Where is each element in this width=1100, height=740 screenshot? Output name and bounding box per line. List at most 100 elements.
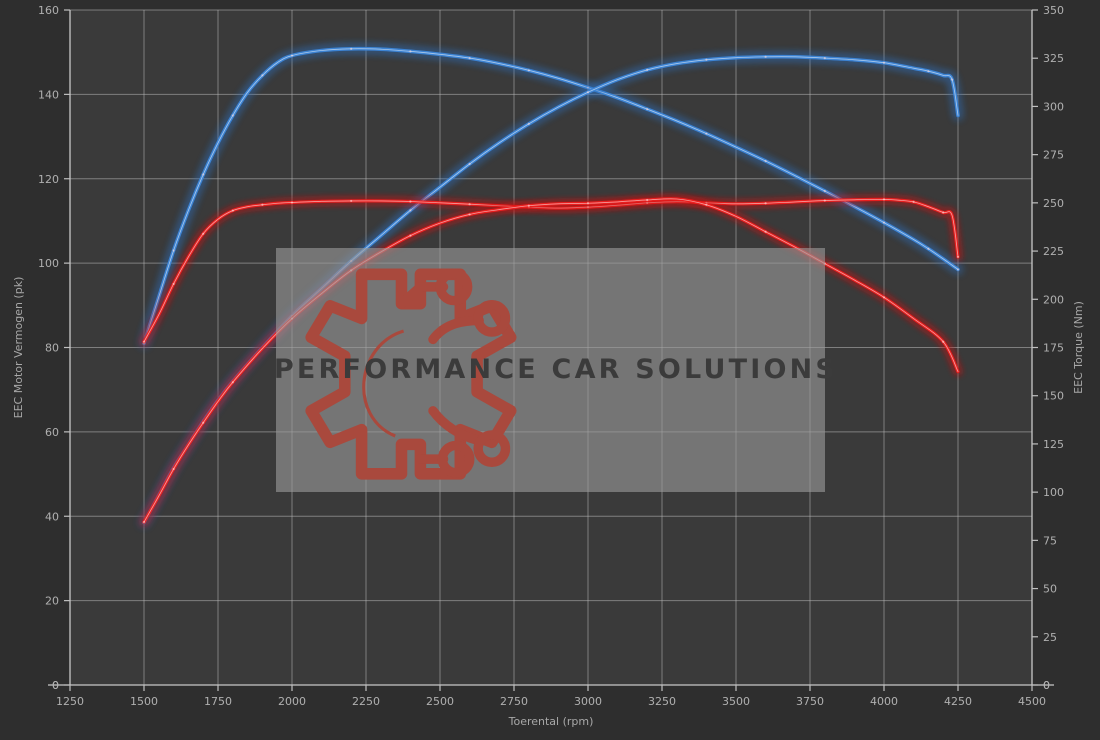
tick-labels: 0 20 40 60 80 100 120 140 160 0 25 50 75 100 125 150 175… bbox=[12, 4, 1085, 728]
data-point bbox=[202, 173, 205, 176]
trace-node-4 bbox=[437, 440, 475, 478]
trace-node-1 bbox=[435, 268, 473, 306]
data-point bbox=[764, 202, 767, 205]
tick-label-bottom: 2000 bbox=[278, 695, 306, 708]
data-point bbox=[823, 199, 826, 202]
data-point bbox=[764, 230, 767, 233]
trace-node-3 bbox=[473, 430, 511, 467]
data-point bbox=[231, 114, 234, 117]
trace-bot-a bbox=[428, 406, 482, 445]
data-point bbox=[912, 200, 915, 203]
tick-label-zero: 0 bbox=[52, 679, 59, 692]
data-point bbox=[527, 122, 530, 126]
data-point bbox=[409, 234, 412, 237]
data-point bbox=[764, 55, 767, 58]
tick-label-right: 250 bbox=[1043, 197, 1064, 210]
tick-label-right: 300 bbox=[1043, 100, 1064, 113]
data-point bbox=[764, 159, 767, 163]
data-point bbox=[172, 249, 175, 252]
tick-label-bottom: 3000 bbox=[574, 695, 602, 708]
tick-label-right: 325 bbox=[1043, 52, 1064, 65]
tick-label-left: 140 bbox=[38, 88, 59, 101]
data-point bbox=[202, 421, 205, 424]
data-point bbox=[705, 132, 708, 135]
gear-circuit-logo bbox=[305, 268, 517, 480]
data-point bbox=[882, 61, 886, 64]
data-point bbox=[586, 91, 590, 94]
tick-label-left: 20 bbox=[45, 595, 59, 608]
tick-label-right: 350 bbox=[1043, 4, 1064, 17]
trace-node-2 bbox=[473, 300, 511, 337]
data-point bbox=[942, 211, 945, 214]
data-point bbox=[290, 201, 294, 204]
series-core bbox=[143, 48, 959, 344]
tick-label-bottom: 2750 bbox=[500, 695, 528, 708]
tick-label-right: 200 bbox=[1043, 293, 1064, 306]
tick-label-left: 80 bbox=[45, 342, 59, 355]
data-point bbox=[142, 520, 146, 524]
data-point bbox=[882, 198, 886, 201]
data-point bbox=[290, 54, 294, 57]
data-point bbox=[527, 69, 530, 72]
data-point bbox=[956, 268, 960, 271]
tick-label-bottom: 2250 bbox=[352, 695, 380, 708]
tick-label-bottom: 1250 bbox=[56, 695, 84, 708]
data-point bbox=[350, 47, 353, 50]
data-point bbox=[142, 340, 146, 343]
data-point bbox=[172, 467, 175, 471]
tick-label-bottom: 4500 bbox=[1018, 695, 1046, 708]
data-point bbox=[942, 340, 945, 343]
data-point bbox=[823, 56, 826, 60]
data-point bbox=[527, 204, 530, 207]
tick-label-right: 225 bbox=[1043, 245, 1064, 258]
data-point bbox=[231, 209, 234, 212]
tick-label-right: 125 bbox=[1043, 438, 1064, 451]
tick-label-right: 0 bbox=[1043, 679, 1050, 692]
data-point bbox=[823, 189, 826, 193]
tick-label-zero: 0 bbox=[1043, 679, 1050, 692]
tick-label-bottom: 1750 bbox=[204, 695, 232, 708]
data-point bbox=[468, 213, 471, 216]
axis-title-y-right: EEC Torque (Nm) bbox=[1072, 301, 1085, 394]
tick-label-bottom: 4000 bbox=[870, 695, 898, 708]
data-point bbox=[261, 203, 264, 206]
data-point bbox=[202, 232, 205, 235]
tick-label-bottom: 4250 bbox=[944, 695, 972, 708]
tick-label-right: 100 bbox=[1043, 486, 1064, 499]
axis-title-y-left: EEC Motor Vermogen (pk) bbox=[12, 277, 25, 419]
data-point bbox=[172, 282, 175, 285]
data-point bbox=[927, 70, 930, 73]
tick-label-right: 50 bbox=[1043, 583, 1057, 596]
watermark-text: PERFORMANCE CAR SOLUTIONS bbox=[274, 354, 838, 385]
data-point bbox=[705, 203, 708, 206]
tick-label-right: 150 bbox=[1043, 390, 1064, 403]
data-point bbox=[468, 203, 471, 206]
tick-label-right: 175 bbox=[1043, 342, 1064, 355]
data-point bbox=[646, 68, 649, 72]
tick-label-left: 60 bbox=[45, 426, 59, 439]
data-point bbox=[882, 221, 886, 224]
data-point bbox=[231, 381, 234, 384]
data-point bbox=[468, 56, 471, 60]
tick-label-right: 275 bbox=[1043, 149, 1064, 162]
data-point bbox=[468, 162, 471, 166]
tick-label-left: 160 bbox=[38, 4, 59, 17]
data-point bbox=[882, 296, 886, 299]
data-point bbox=[646, 108, 649, 111]
data-point bbox=[409, 209, 412, 212]
tick-label-right: 25 bbox=[1043, 631, 1057, 644]
data-point bbox=[409, 200, 412, 203]
tick-label-bottom: 2500 bbox=[426, 695, 454, 708]
data-point bbox=[586, 202, 590, 205]
data-point bbox=[956, 255, 960, 258]
tick-label-right: 75 bbox=[1043, 534, 1057, 547]
tick-label-bottom: 3750 bbox=[796, 695, 824, 708]
data-point bbox=[350, 199, 353, 203]
tick-label-left: 100 bbox=[38, 257, 59, 270]
axis-lines bbox=[48, 9, 1054, 691]
tick-label-left: 40 bbox=[45, 510, 59, 523]
gear-inner-arc bbox=[362, 329, 405, 438]
data-point bbox=[705, 58, 708, 61]
